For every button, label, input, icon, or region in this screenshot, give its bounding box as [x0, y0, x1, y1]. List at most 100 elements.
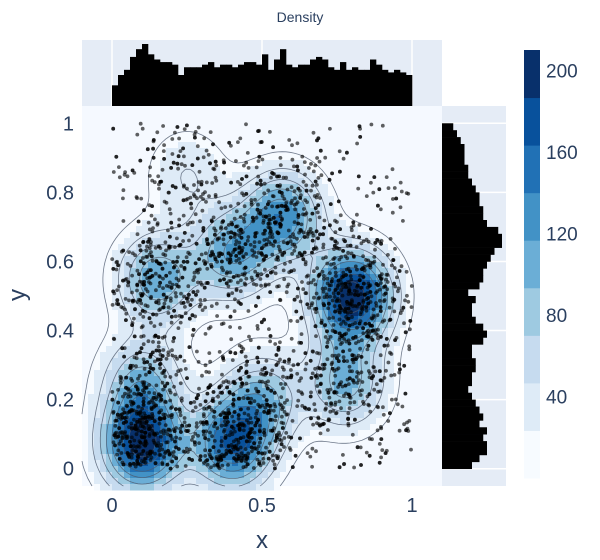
scatter-point	[350, 432, 355, 437]
density-cell	[214, 472, 221, 479]
density-cell	[172, 226, 179, 233]
density-cell	[184, 136, 191, 143]
scatter-point	[183, 450, 187, 454]
histogram-bar	[442, 206, 484, 214]
density-cell	[334, 196, 341, 203]
density-cell	[292, 442, 299, 449]
scatter-point	[230, 414, 235, 419]
density-cell	[118, 298, 125, 305]
density-cell	[358, 244, 365, 251]
density-cell	[202, 466, 209, 473]
density-cell	[124, 460, 131, 467]
density-cell	[244, 220, 251, 227]
scatter-point	[152, 391, 157, 396]
density-cell	[394, 268, 401, 275]
density-cell	[106, 442, 113, 449]
scatter-point	[251, 282, 256, 286]
scatter-point	[208, 430, 212, 435]
density-cell	[298, 364, 305, 371]
density-cell	[214, 160, 221, 167]
density-cell	[154, 208, 161, 215]
scatter-point	[382, 343, 387, 348]
scatter-point	[179, 291, 183, 296]
scatter-point	[198, 219, 202, 224]
density-cell	[256, 232, 263, 239]
density-cell	[238, 232, 245, 239]
histogram-bar	[442, 268, 484, 276]
density-cell	[256, 382, 263, 389]
density-cell	[328, 412, 335, 419]
density-cell	[106, 436, 113, 443]
density-cell	[214, 358, 221, 365]
scatter-point	[148, 400, 152, 405]
density-cell	[208, 364, 215, 371]
density-cell	[178, 142, 185, 149]
density-cell	[286, 466, 293, 473]
density-cell	[262, 160, 269, 167]
density-cell	[160, 268, 167, 275]
density-cell	[112, 280, 119, 287]
density-cell	[262, 448, 269, 455]
scatter-point	[191, 435, 195, 439]
density-cell	[190, 310, 197, 317]
scatter-point	[407, 344, 412, 349]
scatter-point	[333, 373, 338, 378]
density-cell	[364, 352, 371, 359]
scatter-point	[163, 400, 168, 405]
scatter-point	[245, 238, 250, 243]
scatter-point	[228, 325, 233, 329]
density-cell	[106, 310, 113, 317]
scatter-point	[341, 270, 346, 275]
density-cell	[196, 364, 203, 371]
scatter-point	[138, 312, 143, 316]
density-cell	[292, 424, 299, 431]
scatter-point	[282, 367, 286, 372]
density-cell	[256, 340, 263, 347]
scatter-point	[256, 202, 260, 207]
density-cell	[370, 424, 377, 431]
density-cell	[376, 394, 383, 401]
scatter-point	[404, 269, 409, 274]
density-cell	[118, 292, 125, 299]
scatter-point	[293, 196, 297, 201]
density-cell	[250, 226, 257, 233]
density-cell	[292, 154, 299, 161]
density-cell	[124, 478, 131, 485]
density-cell	[310, 220, 317, 227]
scatter-point	[176, 326, 181, 330]
density-cell	[364, 364, 371, 371]
scatter-point	[141, 342, 146, 347]
density-cell	[220, 304, 227, 311]
scatter-point	[309, 280, 314, 285]
histogram-bar	[442, 247, 495, 255]
scatter-point	[402, 422, 406, 427]
density-cell	[160, 196, 167, 203]
scatter-point	[244, 160, 249, 165]
scatter-point	[359, 370, 364, 375]
histogram-bar	[178, 75, 185, 106]
density-cell	[112, 358, 119, 365]
density-cell	[256, 364, 263, 371]
density-cell	[352, 232, 359, 239]
density-cell	[148, 340, 155, 347]
scatter-point	[258, 277, 263, 281]
density-cell	[190, 364, 197, 371]
density-cell	[160, 364, 167, 371]
scatter-point	[238, 136, 243, 141]
scatter-point	[284, 290, 289, 295]
density-cell	[226, 166, 233, 173]
density-cell	[304, 310, 311, 317]
scatter-point	[398, 180, 403, 185]
scatter-point	[258, 405, 262, 409]
density-cell	[304, 358, 311, 365]
density-cell	[250, 346, 257, 353]
density-cell	[238, 388, 245, 395]
scatter-point	[315, 183, 319, 187]
density-cell	[370, 340, 377, 347]
density-cell	[280, 448, 287, 455]
density-cell	[376, 232, 383, 239]
scatter-point	[248, 338, 253, 343]
scatter-point	[239, 459, 244, 463]
density-cell	[106, 466, 113, 473]
scatter-point	[237, 343, 242, 348]
